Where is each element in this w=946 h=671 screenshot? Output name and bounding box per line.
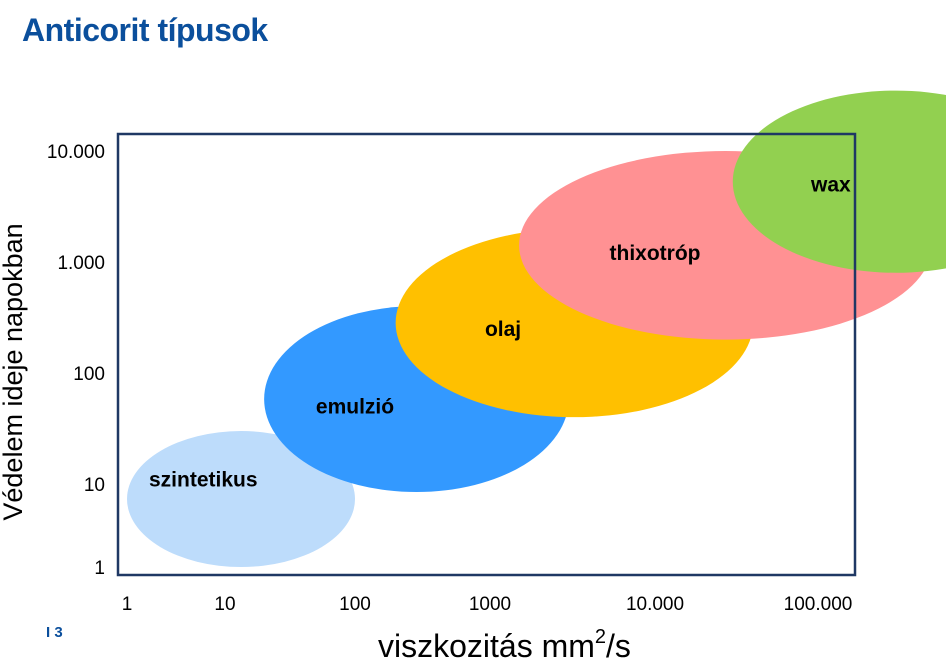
region-label-olaj: olaj (485, 318, 521, 341)
region-label-szintetikus: szintetikus (149, 468, 258, 491)
x-tick-label: 1 (122, 594, 133, 615)
x-axis-label: viszkozitás mm2/s (378, 626, 631, 665)
region-label-wax: wax (810, 173, 851, 196)
region-label-emulzio: emulzió (316, 395, 394, 418)
chart: 1 10 100 1.000 10.000 1 10 100 1000 10.000 100.00… (0, 90, 946, 615)
y-tick-label: 10 (84, 475, 105, 496)
x-tick-label: 100.000 (784, 594, 853, 615)
x-axis-label-main: viszkozitás mm (378, 628, 595, 664)
x-tick-label: 10 (214, 594, 235, 615)
x-tick-label: 10.000 (626, 594, 684, 615)
x-tick-label: 1000 (469, 594, 511, 615)
region-label-thixotrop: thixotróp (610, 242, 701, 265)
x-axis-ticks: 1 10 100 1000 10.000 100.000 (122, 594, 853, 615)
region-wax (732, 90, 946, 273)
page-number: I 3 (46, 624, 63, 641)
chart-regions (127, 90, 946, 567)
y-tick-label: 1 (94, 558, 105, 579)
x-axis-label-superscript: 2 (594, 626, 607, 648)
y-axis-label: Védelem ideje napokban (0, 223, 28, 520)
y-tick-label: 100 (73, 364, 105, 385)
slide-title: Anticorit típusok (22, 12, 268, 48)
y-axis-ticks: 1 10 100 1.000 10.000 (47, 142, 105, 579)
x-axis-label-suffix: /s (606, 628, 631, 664)
plot-area-frame (116, 132, 857, 577)
region-labels: szintetikus emulzió olaj thixotróp wax (149, 173, 851, 491)
y-tick-label: 1.000 (57, 253, 105, 274)
region-szintetikus (127, 431, 355, 567)
y-tick-label: 10.000 (47, 142, 105, 163)
x-tick-label: 100 (339, 594, 371, 615)
